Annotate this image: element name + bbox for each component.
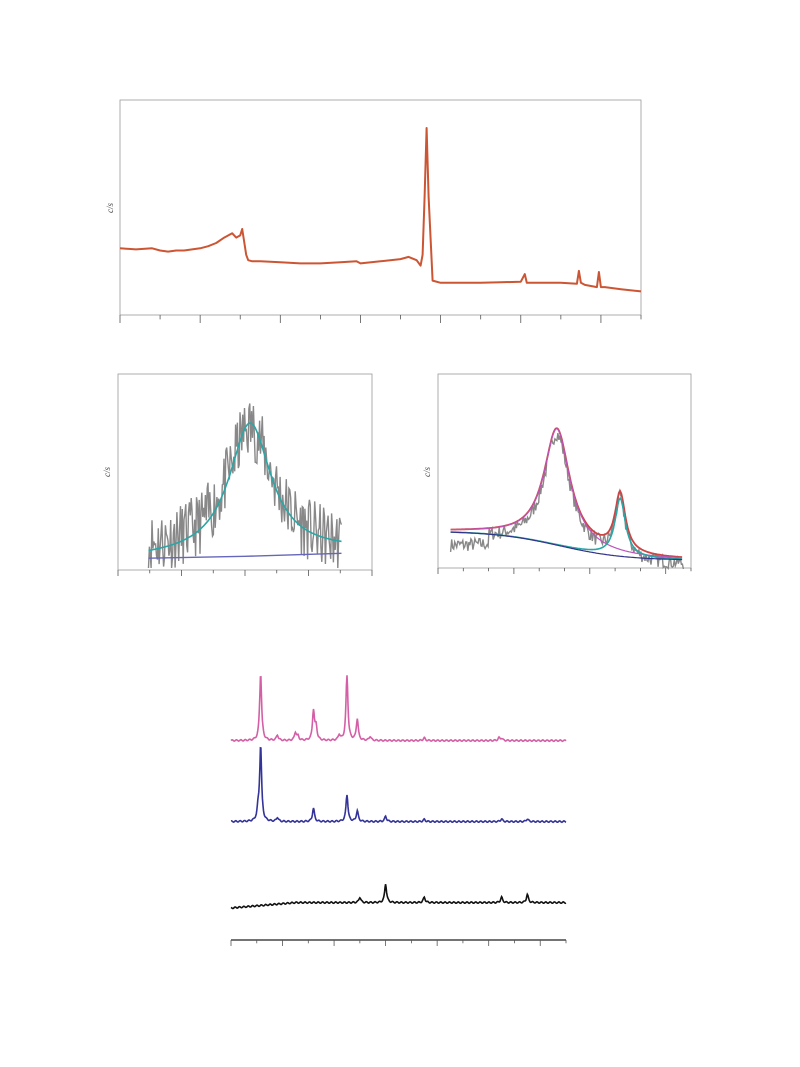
fit-right-y-label: c/s [422,467,432,477]
stacked-series-line-2 [230,746,567,824]
stacked-x-ticks [230,940,567,946]
fit-left-x-ticks [117,570,373,576]
fit-left-background-line [148,552,342,559]
fit-left-fit-line [148,422,342,552]
stacked-chart [230,675,567,946]
fit-right-x-ticks [437,568,692,574]
fit-left-data-line [147,403,343,569]
fit-left-y-label: c/s [102,467,112,477]
survey-frame [119,99,642,316]
survey-series [119,127,642,293]
survey-chart: c/s [105,99,642,323]
stacked-series [230,675,567,910]
fit-right-series [449,427,685,570]
fit-right-background-line [450,531,683,561]
survey-x-ticks [119,315,642,323]
fit-left-series [147,403,343,569]
stacked-series-line-3 [230,884,567,910]
fit-right-envelope-line [450,427,683,558]
fit-right-data-line [449,432,685,570]
survey-series-line [119,127,642,293]
fit-right-frame [437,373,692,569]
survey-y-label: c/s [105,203,115,213]
stacked-series-line-1 [230,675,567,743]
fit-right-chart: c/s [422,373,692,574]
fit-left-chart: c/s [102,373,373,576]
fit-right-component-1-line [450,428,683,559]
